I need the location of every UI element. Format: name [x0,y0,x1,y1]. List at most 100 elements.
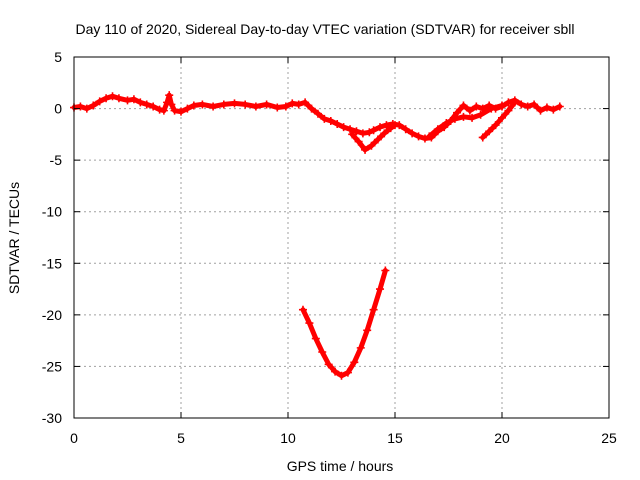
data-point [367,141,376,150]
data-point [163,98,172,107]
data-point [95,97,104,106]
data-point [358,129,367,138]
data-point [485,127,494,136]
data-point [209,102,218,111]
data-point [369,305,378,314]
data-point [354,137,363,146]
data-point [305,319,314,328]
data-point [356,343,365,352]
data-point [408,129,417,138]
data-point [331,367,340,376]
series-line-v_dip [300,268,388,379]
data-point [465,106,474,115]
y-tick-label: -30 [42,410,62,426]
data-point [313,109,322,118]
plot-frame [73,56,610,419]
data-point [498,113,506,122]
data-point [523,102,532,111]
y-tick-label: 0 [54,101,62,117]
data-point [348,130,357,139]
data-point [542,103,551,112]
data-point [386,124,395,133]
data-point [380,129,389,138]
data-point [89,101,98,110]
data-point [453,108,462,117]
data-point [241,100,250,109]
data-point [376,123,385,132]
data-point [504,106,513,115]
data-point [442,119,451,128]
data-point [468,113,477,122]
data-point [177,107,185,116]
data-point [76,102,85,111]
data-point [420,134,429,143]
y-tick-label: -15 [42,255,62,271]
x-axis-label: GPS time / hours [287,458,394,474]
data-point [108,92,117,101]
data-point [478,133,487,142]
x-tick-labels: 0 5 10 15 20 25 [70,430,617,446]
data-point [183,104,192,113]
data-point [136,98,145,107]
x-tick-label: 20 [494,430,510,446]
y-axis-label: SDTVAR / TECUs [6,182,22,294]
data-point [230,99,239,108]
data-point [361,145,370,154]
data-point [281,102,290,111]
data-point [82,104,91,113]
data-point [273,103,282,112]
data-point [165,91,174,100]
data-point [352,127,361,136]
grid-lines [74,57,609,418]
data-point [555,102,564,111]
x-tick-label: 15 [387,430,403,446]
data-point [343,368,352,377]
x-tick-label: 10 [280,430,296,446]
data-point [324,360,333,369]
data-point [311,334,320,343]
data-point [198,100,207,109]
x-tick-label: 0 [70,430,78,446]
data-point [307,104,316,113]
data-point [346,125,355,134]
chart-title: Day 110 of 2020, Sidereal Day-to-day VTE… [75,21,574,37]
data-point [517,100,526,109]
data-point [381,266,390,275]
data-point [373,135,382,144]
data-point [149,102,158,111]
data-point [301,98,310,107]
data-point [159,106,168,115]
data-point [433,125,442,134]
data-point [339,123,348,132]
data-point [498,101,506,110]
axis-ticks [73,56,610,419]
y-tick-label: -5 [50,152,63,168]
data-point [318,347,327,356]
series-line-late_drop [480,99,518,140]
data-point [365,128,374,137]
data-point [476,110,485,119]
data-point [510,98,519,107]
data-point [401,125,410,134]
data-point [491,121,500,130]
data-point [262,100,271,109]
series-line-lower_loop [349,122,398,153]
data-point [129,95,138,104]
data-point [337,371,346,380]
data-point [536,106,545,115]
y-tick-label: -10 [42,204,62,220]
data-point [170,106,179,115]
data-point [472,102,481,111]
data-series-layer [70,91,564,380]
data-point [102,94,111,103]
data-point [530,100,539,109]
data-point [450,114,459,123]
data-point [251,102,260,111]
data-point [189,101,198,110]
data-point [459,101,468,110]
data-point [487,104,496,113]
data-point [425,132,434,141]
data-point [320,114,329,123]
data-point [288,99,297,108]
x-tick-label: 5 [177,430,185,446]
